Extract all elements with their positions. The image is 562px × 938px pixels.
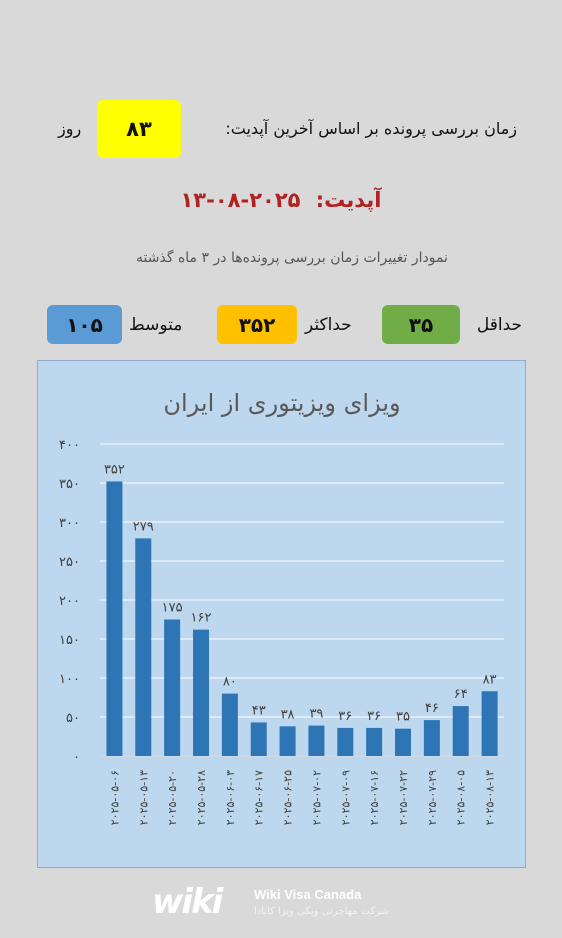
data-label: ۴۶ [425,701,439,716]
data-label: ۳۵۲ [104,462,125,477]
bar [279,726,296,756]
wiki-logo: wiki [152,883,227,917]
x-tick-label: ۲۰۲۵-۰۶-۰۳ [224,770,237,825]
y-tick-label: ۳۵۰ [59,477,80,492]
bar [106,481,123,756]
y-tick-label: ۵۰ [66,711,80,726]
bar [250,722,267,756]
data-label: ۱۷۵ [162,601,183,616]
x-tick-label: ۲۰۲۵-۰۵-۲۰ [166,770,179,825]
x-tick-label: ۲۰۲۵-۰۷-۰۹ [339,770,352,825]
y-tick-label: ۴۰۰ [59,438,80,453]
y-tick-label: ۲۰۰ [59,594,80,609]
processing-time-row: زمان بررسی پرونده بر اساس آخرین آپدیت: ۸… [0,100,562,158]
data-label: ۳۹ [309,707,323,722]
x-tick-label: ۲۰۲۵-۰۶-۲۵ [282,770,295,825]
y-tick-label: ۱۰۰ [59,672,80,687]
y-tick-label: ۰ [73,750,80,765]
data-label: ۳۸ [281,707,295,722]
bar [452,706,469,756]
update-label: آپدیت: [315,188,382,212]
bar [366,727,383,756]
x-tick-label: ۲۰۲۵-۰۵-۰۶ [108,770,121,825]
bar [193,629,209,756]
logo-wordmark: wiki [152,883,225,917]
chart-panel: ویزای ویزیتوری از ایران ۰ ۵۰ ۱۰۰ ۱۵۰ ۲۰۰ ۲۵۰ ۳… [37,360,526,868]
chart-caption: نمودار تغییرات زمان بررسی پرونده‌ها در ۳… [136,250,448,266]
data-label: ۴۳ [252,703,266,718]
data-label: ۱۶۲ [191,611,212,626]
bar [423,720,440,756]
data-label: ۸۰ [223,675,237,690]
bar-chart: ویزای ویزیتوری از ایران ۰ ۵۰ ۱۰۰ ۱۵۰ ۲۰۰ ۲۵۰ ۳… [59,389,504,825]
max-value-badge: ۳۵۲ [217,305,297,344]
x-tick-label: ۲۰۲۵-۰۶-۱۷ [253,770,266,825]
x-tick-label: ۲۰۲۵-۰۵-۱۳ [137,770,150,825]
data-label: ۳۶ [338,709,352,724]
bar [395,728,411,756]
bar [221,693,238,756]
chart-title: ویزای ویزیتوری از ایران [163,389,400,417]
processing-days-unit: روز [58,119,82,138]
bar [135,538,152,756]
x-tick-label: ۲۰۲۵-۰۸-۰۵ [455,770,468,825]
processing-days-badge: ۸۳ [97,100,181,158]
data-label: ۸۳ [483,672,497,687]
y-tick-label: ۲۵۰ [59,555,80,570]
max-label: حداکثر [305,315,352,335]
update-date-line: آپدیت: ۲۰۲۵-۰۸-۱۳ [0,188,562,212]
data-label: ۳۵ [396,710,410,725]
x-tick-label: ۲۰۲۵-۰۷-۲۲ [397,770,410,825]
min-value-badge: ۳۵ [382,305,460,344]
bar [337,727,354,756]
x-tick-label: ۲۰۲۵-۰۷-۱۶ [368,770,381,825]
footer-brand: Wiki Visa Canada [254,887,362,902]
x-tick-label: ۲۰۲۵-۰۷-۰۲ [310,770,323,825]
avg-value-badge: ۱۰۵ [47,305,122,344]
bar [481,691,498,756]
y-tick-label: ۳۰۰ [59,516,80,531]
processing-time-label: زمان بررسی پرونده بر اساس آخرین آپدیت: [225,119,517,138]
bar [308,725,325,756]
data-label: ۳۶ [367,709,381,724]
x-tick-label: ۲۰۲۵-۰۸-۱۳ [484,770,497,825]
avg-label: متوسط [129,315,183,335]
x-tick-label: ۲۰۲۵-۰۵-۲۸ [195,770,208,825]
update-date: ۲۰۲۵-۰۸-۱۳ [180,188,301,212]
min-label: حداقل [476,315,522,335]
data-label: ۲۷۹ [133,519,154,534]
footer-subtitle: شرکت مهاجرتی ویکی ویزا کانادا [254,906,390,917]
bar [164,619,181,756]
data-label: ۶۴ [454,687,468,702]
y-tick-label: ۱۵۰ [59,633,80,648]
x-tick-label: ۲۰۲۵-۰۷-۲۹ [426,770,439,825]
